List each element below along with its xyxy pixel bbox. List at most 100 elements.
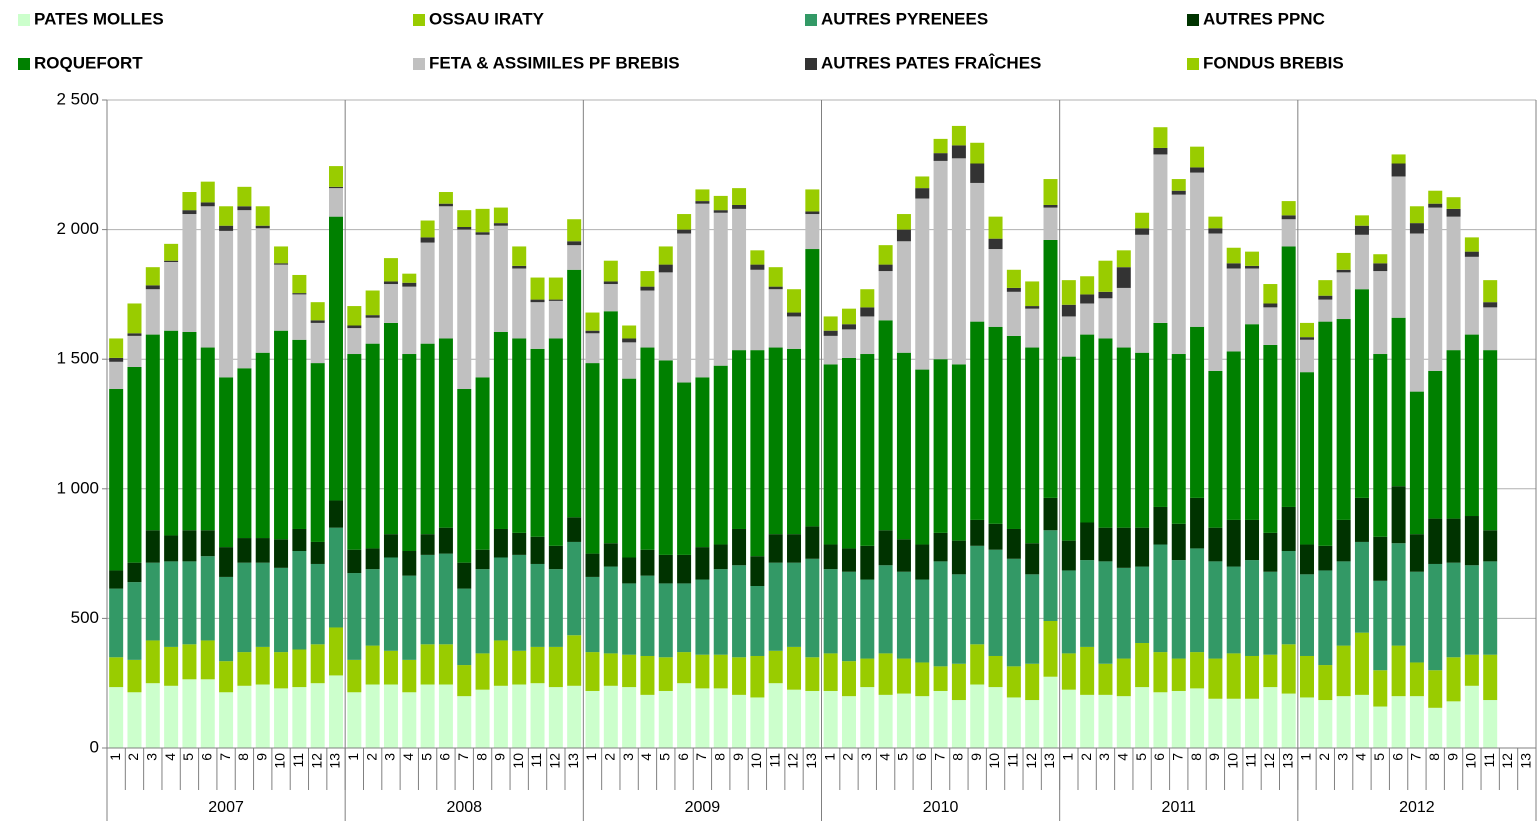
bar-segment	[438, 203, 453, 207]
bar-segment	[402, 273, 417, 283]
bar-segment	[1409, 233, 1424, 392]
bar-segment	[1299, 322, 1314, 338]
bar-segment	[457, 588, 472, 666]
bar-segment	[1208, 527, 1223, 562]
bar-segment	[585, 690, 600, 748]
bar-segment	[1391, 696, 1406, 748]
bar-segment	[896, 352, 911, 540]
bar-segment	[1006, 666, 1021, 698]
bar-segment	[1043, 497, 1058, 531]
bar-segment	[219, 692, 234, 748]
bar-segment	[200, 181, 215, 203]
bar-segment	[402, 659, 417, 693]
bar-segment	[1116, 347, 1131, 528]
bar-segment	[933, 690, 948, 748]
bar-segment	[1226, 519, 1241, 567]
bar-segment	[109, 361, 124, 390]
x-tick-label: 9	[253, 753, 269, 761]
bar-segment	[127, 366, 142, 563]
bar-segment	[787, 534, 802, 563]
bar-segment	[200, 206, 215, 348]
bar-segment	[1428, 203, 1443, 208]
x-tick-label: 10	[510, 753, 526, 769]
bar-segment	[951, 540, 966, 575]
legend-label: FETA & ASSIMILES PF BREBIS	[429, 53, 680, 72]
bar-segment	[1080, 303, 1095, 335]
bar-segment	[970, 182, 985, 322]
legend-swatch	[1187, 58, 1199, 70]
legend-swatch	[805, 58, 817, 70]
bar-segment	[841, 357, 856, 549]
bar-segment	[1135, 643, 1150, 688]
year-label: 2012	[1399, 799, 1435, 816]
bar-segment	[603, 284, 618, 312]
bar-segment	[493, 528, 508, 558]
bar-segment	[274, 263, 289, 265]
legend-swatch	[1187, 14, 1199, 26]
bar-segment	[658, 554, 673, 584]
bar-segment	[219, 547, 234, 577]
bar-segment	[1061, 304, 1076, 317]
bar-segment	[329, 675, 344, 748]
bar-segment	[1171, 190, 1186, 195]
bar-segment	[1208, 561, 1223, 659]
bar-segment	[1446, 197, 1461, 209]
bar-segment	[1080, 522, 1095, 561]
bar-segment	[109, 657, 124, 688]
bar-segment	[1318, 570, 1333, 666]
bar-segment	[182, 192, 197, 211]
bar-segment	[1281, 506, 1296, 552]
bar-segment	[548, 299, 563, 301]
bar-segment	[383, 557, 398, 651]
bar-segment	[988, 216, 1003, 239]
x-tick-label: 2	[602, 753, 618, 761]
bar-segment	[970, 519, 985, 546]
bar-segment	[438, 684, 453, 748]
bar-segment	[164, 535, 179, 562]
bar-segment	[567, 517, 582, 542]
bar-segment	[219, 661, 234, 693]
bar-segment	[1464, 256, 1479, 335]
bar-segment	[878, 530, 893, 566]
x-tick-label: 5	[418, 753, 434, 761]
bar-segment	[347, 549, 362, 574]
x-tick-label: 3	[144, 753, 160, 761]
bar-segment	[255, 228, 270, 353]
bar-segment	[878, 694, 893, 748]
bar-segment	[695, 688, 710, 748]
bar-segment	[1483, 307, 1498, 351]
bar-segment	[1483, 302, 1498, 308]
bar-segment	[365, 290, 380, 316]
bar-segment	[640, 290, 655, 348]
bar-segment	[457, 210, 472, 228]
bar-segment	[457, 562, 472, 589]
x-tick-label: 6	[913, 753, 929, 761]
bar-segment	[402, 551, 417, 576]
bar-segment	[1299, 655, 1314, 698]
bar-segment	[768, 562, 783, 651]
bar-segment	[1061, 653, 1076, 690]
bar-segment	[383, 284, 398, 323]
bar-segment	[1336, 561, 1351, 646]
bar-segment	[512, 246, 527, 266]
bar-segment	[329, 627, 344, 676]
bar-segment	[1263, 284, 1278, 304]
bar-segment	[127, 303, 142, 334]
bar-segment	[732, 208, 747, 351]
bar-segment	[677, 233, 692, 383]
bar-segment	[1116, 696, 1131, 748]
x-tick-label: 3	[858, 753, 874, 761]
bar-segment	[823, 690, 838, 748]
bar-segment	[512, 338, 527, 533]
bar-segment	[255, 538, 270, 563]
bar-segment	[823, 653, 838, 691]
bar-segment	[1483, 530, 1498, 562]
bar-segment	[585, 576, 600, 653]
bar-segment	[255, 684, 270, 748]
bar-segment	[145, 562, 160, 641]
bar-segment	[365, 684, 380, 748]
bar-segment	[878, 271, 893, 321]
bar-segment	[1171, 179, 1186, 191]
bar-segment	[988, 249, 1003, 327]
bar-segment	[493, 225, 508, 332]
